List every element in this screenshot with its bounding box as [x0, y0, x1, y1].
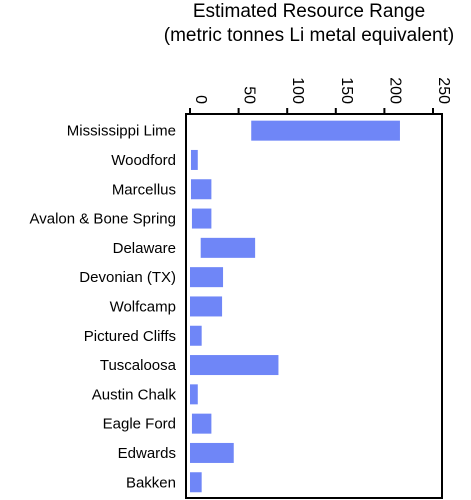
- category-label-2: Marcellus: [112, 181, 176, 198]
- category-label-5: Devonian (TX): [79, 269, 176, 286]
- bar-7: [190, 325, 202, 346]
- bar-10: [191, 413, 212, 434]
- bar-1: [190, 149, 198, 170]
- category-label-3: Avalon & Bone Spring: [30, 211, 177, 228]
- x-tick-label-5: 250: [435, 77, 452, 104]
- category-label-1: Woodford: [111, 152, 176, 169]
- x-axis-ticks: 0 50 100 150 200 250: [189, 77, 452, 114]
- x-tick-label-1: 50: [241, 86, 258, 104]
- bar-6: [190, 296, 223, 317]
- bar-3: [191, 208, 212, 229]
- category-labels: Mississippi Lime Woodford Marcellus Avalon …: [30, 123, 177, 492]
- category-label-12: Bakken: [126, 474, 176, 491]
- category-label-7: Pictured Cliffs: [84, 328, 176, 345]
- chart-title-line-2: (metric tonnes Li metal equivalent): [163, 25, 455, 46]
- bar-2: [190, 179, 212, 200]
- x-tick-label-4: 200: [386, 77, 403, 104]
- category-label-4: Delaware: [113, 240, 176, 257]
- category-label-10: Eagle Ford: [103, 416, 176, 433]
- bar-12: [190, 472, 202, 493]
- bars-layer: [190, 120, 400, 493]
- x-tick-label-0: 0: [192, 95, 209, 104]
- category-label-9: Austin Chalk: [92, 386, 177, 403]
- plot-frame: [185, 113, 443, 499]
- bar-4: [200, 237, 256, 258]
- bar-8: [190, 355, 279, 376]
- x-tick-label-3: 150: [338, 77, 355, 104]
- x-tick-label-2: 100: [289, 77, 306, 104]
- bar-5: [190, 267, 224, 288]
- bar-9: [190, 384, 198, 405]
- bar-11: [190, 442, 234, 463]
- category-label-8: Tuscaloosa: [100, 357, 177, 374]
- category-label-11: Edwards: [118, 445, 176, 462]
- category-label-0: Mississippi Lime: [67, 123, 176, 140]
- bar-0: [251, 120, 400, 141]
- category-label-6: Wolfcamp: [110, 298, 176, 315]
- chart-title-line-1: Estimated Resource Range: [192, 1, 426, 22]
